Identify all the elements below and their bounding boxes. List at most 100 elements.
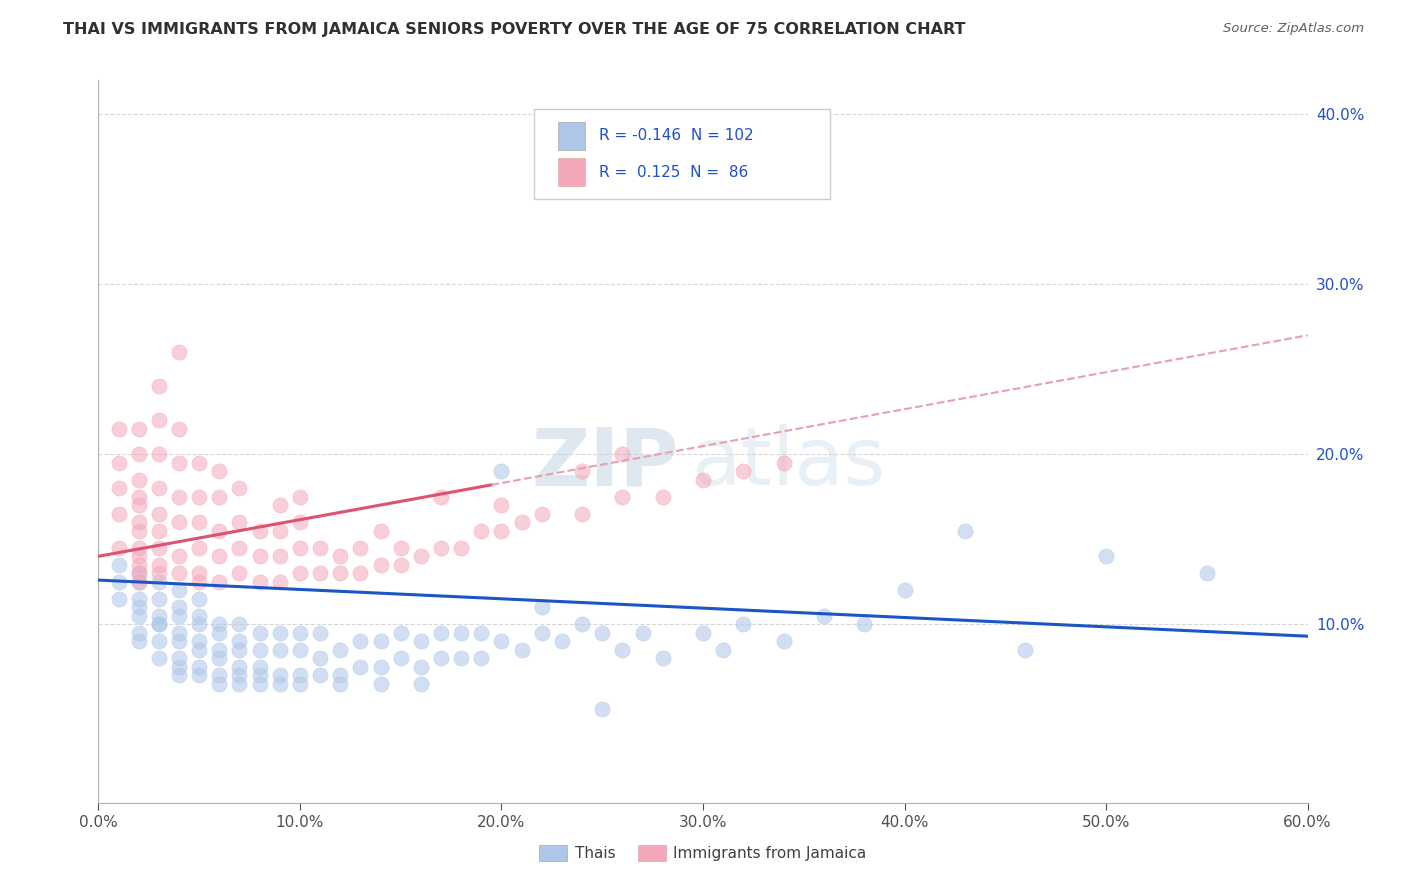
Point: [389, 651, 412, 665]
Point: [148, 634, 170, 648]
Point: [208, 617, 231, 632]
Point: [551, 634, 574, 648]
Text: atlas: atlas: [690, 425, 886, 502]
Point: [631, 625, 654, 640]
Point: [107, 558, 129, 572]
Point: [167, 608, 190, 623]
Point: [228, 634, 250, 648]
Point: [430, 625, 453, 640]
Point: [853, 617, 876, 632]
Point: [430, 490, 453, 504]
Point: [651, 490, 673, 504]
Point: [128, 566, 150, 581]
Point: [228, 617, 250, 632]
Point: [1095, 549, 1118, 564]
Point: [953, 524, 976, 538]
Point: [349, 541, 371, 555]
Text: THAI VS IMMIGRANTS FROM JAMAICA SENIORS POVERTY OVER THE AGE OF 75 CORRELATION C: THAI VS IMMIGRANTS FROM JAMAICA SENIORS …: [63, 22, 966, 37]
Point: [128, 566, 150, 581]
Point: [491, 634, 513, 648]
Point: [329, 549, 352, 564]
Point: [370, 677, 392, 691]
Point: [128, 625, 150, 640]
Point: [228, 481, 250, 495]
Point: [208, 668, 231, 682]
Point: [128, 516, 150, 530]
Point: [288, 677, 311, 691]
Point: [167, 634, 190, 648]
Point: [450, 541, 472, 555]
FancyBboxPatch shape: [558, 158, 585, 186]
Point: [269, 642, 291, 657]
Point: [208, 651, 231, 665]
Point: [148, 574, 170, 589]
Point: [309, 566, 332, 581]
Point: [128, 591, 150, 606]
Point: [571, 464, 593, 478]
Point: [269, 524, 291, 538]
FancyBboxPatch shape: [534, 109, 830, 200]
Point: [128, 447, 150, 461]
Point: [107, 422, 129, 436]
Point: [188, 634, 211, 648]
Point: [349, 634, 371, 648]
Point: [491, 464, 513, 478]
Point: [208, 464, 231, 478]
Point: [148, 413, 170, 427]
Point: [510, 516, 533, 530]
Point: [148, 481, 170, 495]
Point: [188, 574, 211, 589]
Point: [148, 591, 170, 606]
Point: [107, 481, 129, 495]
Point: [128, 498, 150, 512]
Point: [167, 422, 190, 436]
Point: [692, 625, 714, 640]
Point: [249, 660, 271, 674]
Point: [188, 566, 211, 581]
Point: [711, 642, 734, 657]
Point: [148, 617, 170, 632]
Point: [591, 625, 613, 640]
Point: [128, 558, 150, 572]
Point: [370, 524, 392, 538]
Point: [288, 566, 311, 581]
Point: [128, 608, 150, 623]
Point: [167, 516, 190, 530]
Point: [389, 558, 412, 572]
Point: [813, 608, 835, 623]
Legend: Thais, Immigrants from Jamaica: Thais, Immigrants from Jamaica: [533, 839, 873, 867]
Point: [208, 490, 231, 504]
Point: [188, 541, 211, 555]
Point: [167, 549, 190, 564]
Point: [208, 524, 231, 538]
Point: [450, 651, 472, 665]
Point: [309, 668, 332, 682]
Point: [249, 549, 271, 564]
Point: [269, 498, 291, 512]
Point: [409, 549, 432, 564]
Point: [148, 566, 170, 581]
Point: [167, 490, 190, 504]
Point: [208, 549, 231, 564]
Point: [692, 473, 714, 487]
Point: [228, 541, 250, 555]
Point: [349, 660, 371, 674]
Point: [389, 625, 412, 640]
Point: [148, 447, 170, 461]
Point: [228, 642, 250, 657]
Point: [530, 625, 553, 640]
Text: ZIP: ZIP: [531, 425, 679, 502]
Point: [128, 524, 150, 538]
Point: [249, 668, 271, 682]
Point: [893, 583, 915, 598]
Point: [733, 464, 755, 478]
Point: [167, 583, 190, 598]
Point: [167, 600, 190, 615]
Point: [288, 541, 311, 555]
Point: [188, 642, 211, 657]
Point: [148, 541, 170, 555]
Point: [591, 702, 613, 716]
Point: [188, 591, 211, 606]
FancyBboxPatch shape: [558, 122, 585, 150]
Point: [167, 660, 190, 674]
